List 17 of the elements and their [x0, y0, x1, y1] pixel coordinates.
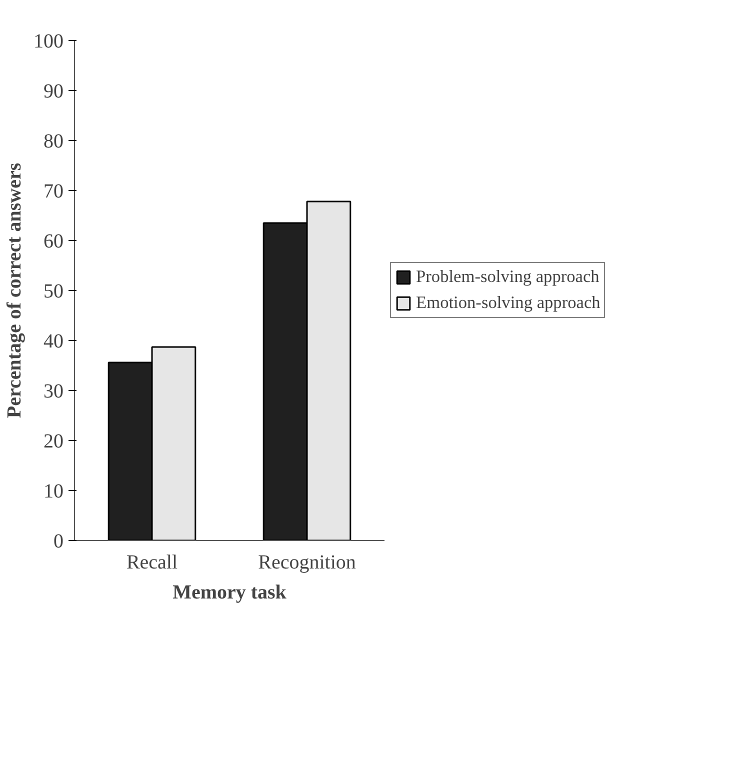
y-tick-label: 0 — [54, 530, 64, 552]
y-tick-label: 100 — [34, 30, 64, 52]
y-tick-label: 30 — [44, 380, 64, 402]
x-tick-label: Recall — [126, 552, 178, 574]
y-tick-label: 90 — [44, 80, 64, 102]
y-tick-label: 60 — [44, 230, 64, 252]
legend-label: Problem-solving approach — [416, 267, 600, 287]
y-tick-label: 20 — [44, 430, 64, 452]
y-axis-title: Percentage of correct answers — [4, 162, 26, 418]
x-tick-label: Recognition — [258, 552, 356, 574]
y-tick-label: 80 — [44, 130, 64, 152]
y-tick-label: 50 — [44, 280, 64, 302]
legend-label: Emotion-solving approach — [416, 293, 600, 313]
y-tick-label: 40 — [44, 330, 64, 352]
x-axis-title: Memory task — [172, 582, 288, 604]
y-tick-label: 10 — [44, 480, 64, 502]
y-tick-label: 70 — [44, 180, 64, 202]
